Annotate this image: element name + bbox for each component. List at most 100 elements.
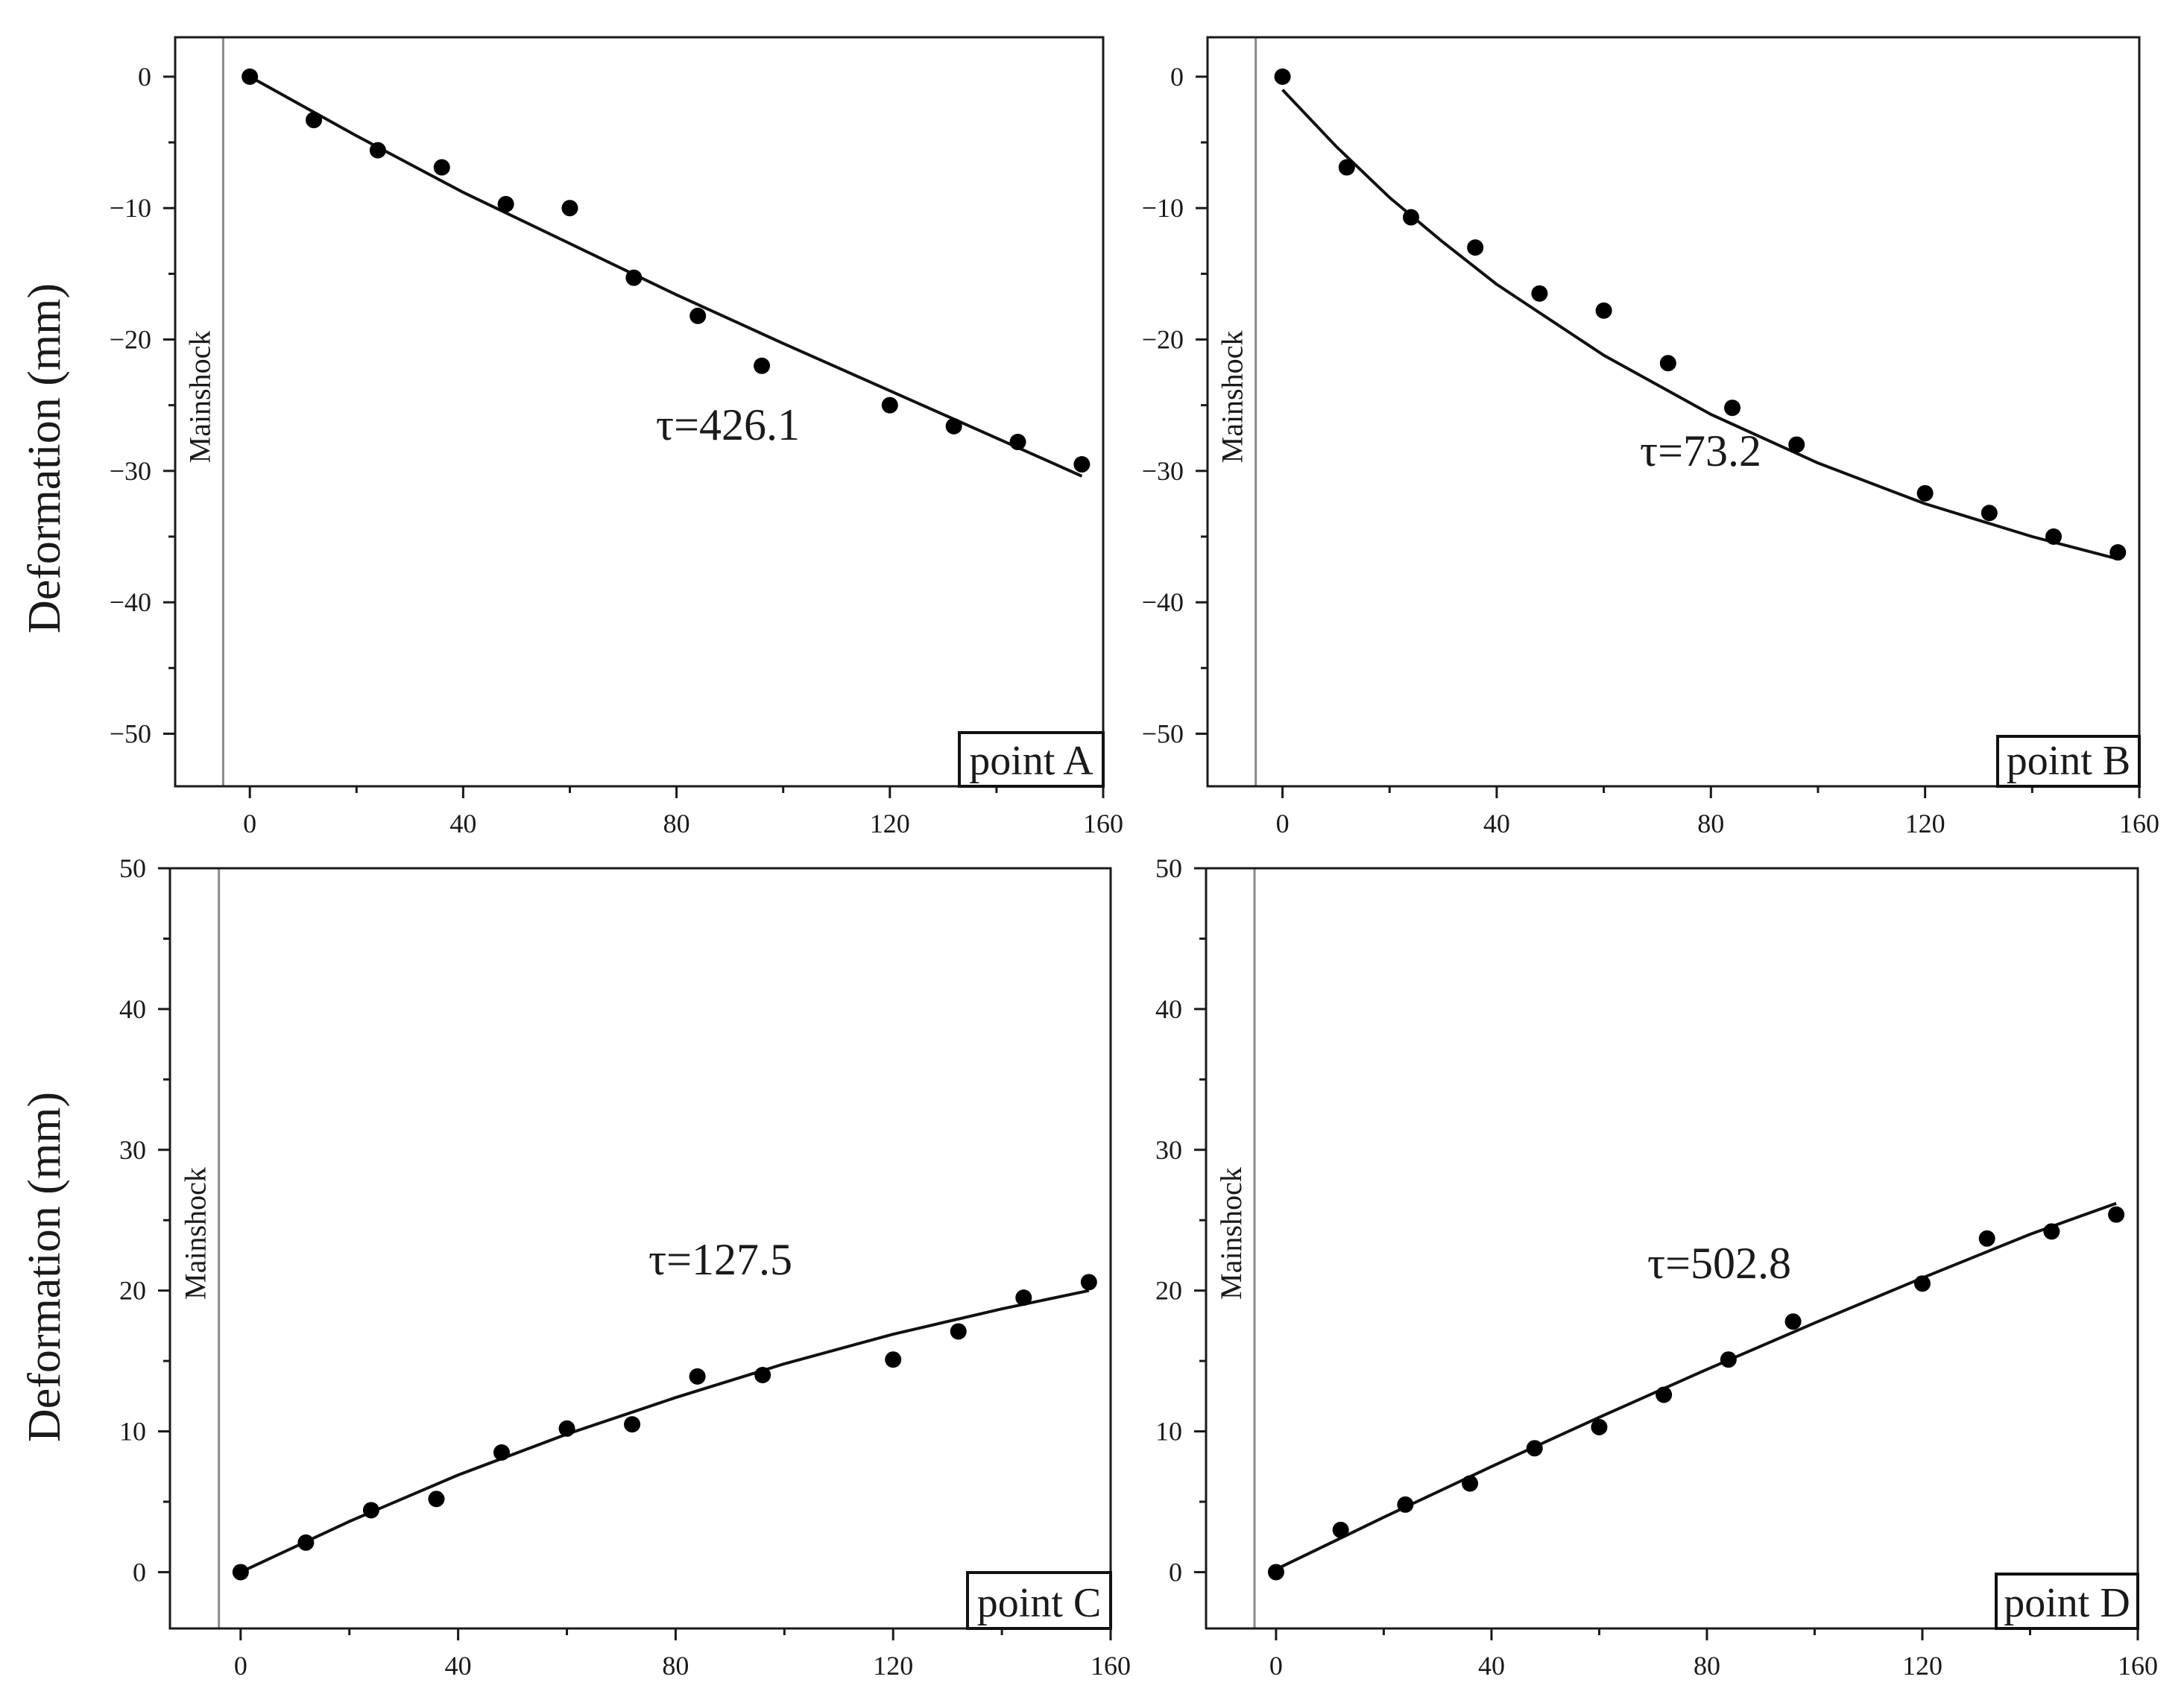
y-tick-label: −50 <box>110 718 151 748</box>
y-tick-label: 30 <box>119 1135 146 1165</box>
y-tick-label: 10 <box>1155 1417 1182 1447</box>
y-tick-label: −10 <box>1142 193 1184 223</box>
data-point <box>1531 285 1548 302</box>
y-tick-label: 0 <box>138 62 151 92</box>
x-tick-label: 40 <box>1478 1651 1505 1681</box>
y-tick-label: −30 <box>110 456 151 486</box>
data-point <box>1978 1230 1995 1247</box>
data-point <box>1462 1475 1479 1492</box>
y-tick-label: 0 <box>133 1557 146 1587</box>
y-tick-label: −10 <box>110 193 151 223</box>
data-point <box>1595 302 1612 319</box>
y-tick-label: 40 <box>119 994 146 1024</box>
data-point <box>1073 456 1091 473</box>
mainshock-label: Mainshock <box>179 1167 212 1300</box>
y-tick-label: 50 <box>119 853 146 883</box>
y-tick-label: −30 <box>1142 456 1184 486</box>
panel-label: point D <box>2004 1580 2130 1626</box>
fit-curve <box>1281 89 2118 560</box>
fit-curve <box>239 1289 1090 1574</box>
data-point <box>1267 1564 1284 1581</box>
data-point <box>1591 1418 1608 1435</box>
data-point <box>362 1502 379 1519</box>
data-point <box>1467 239 1484 256</box>
y-tick-label: 20 <box>119 1276 146 1306</box>
data-point <box>1332 1521 1349 1538</box>
data-point <box>2109 544 2127 561</box>
panel-label-box <box>1996 735 2141 788</box>
data-point <box>881 396 898 414</box>
x-tick-label: 40 <box>445 1651 472 1681</box>
y-tick-label: −20 <box>1142 325 1184 355</box>
data-point <box>1015 1289 1032 1306</box>
panel-2: Mainshock 0 40 80 120 160 0 −10 −20 −30 −40 −50 τ=73… <box>1142 36 2159 838</box>
data-point <box>232 1564 249 1581</box>
data-point <box>885 1351 902 1368</box>
data-point <box>306 112 323 129</box>
x-tick-label: 0 <box>234 1651 247 1681</box>
y-tick-label: 40 <box>1155 994 1182 1024</box>
data-point <box>689 1368 706 1385</box>
tau-label: τ=127.5 <box>648 1235 792 1284</box>
data-point <box>1913 1275 1931 1292</box>
data-point <box>1981 505 1998 522</box>
data-point <box>558 1420 575 1437</box>
data-point <box>428 1491 445 1508</box>
data-point <box>369 142 386 159</box>
data-point <box>1788 436 1805 453</box>
mainshock-label: Mainshock <box>183 331 216 464</box>
y-tick-label: 30 <box>1155 1135 1182 1165</box>
y-tick-label: 50 <box>1155 853 1182 883</box>
plot-frame <box>1205 867 2139 1630</box>
panel-label: point A <box>969 738 1093 784</box>
mainshock-label: Mainshock <box>1214 1167 1248 1300</box>
x-tick-label: 120 <box>1905 809 1945 838</box>
data-point <box>950 1323 967 1340</box>
y-tick-label: −20 <box>110 325 151 355</box>
panel-3: Mainshock 0 40 80 120 160 0 10 20 30 40 50 τ=127.5 po… <box>119 853 1131 1681</box>
fit-curve <box>1275 1201 2117 1571</box>
data-point <box>2045 528 2063 545</box>
x-tick-label: 160 <box>2119 809 2159 838</box>
x-tick-label: 80 <box>663 809 690 838</box>
plot-frame <box>168 867 1112 1630</box>
data-point <box>493 1444 510 1461</box>
y-axis-label-bottom: Deformation (mm) <box>19 1092 70 1442</box>
data-point <box>242 68 259 85</box>
panel-label-box <box>958 731 1105 788</box>
y-tick-label: 20 <box>1155 1276 1182 1306</box>
data-point <box>1274 68 1291 85</box>
y-tick-label: 0 <box>1169 1557 1182 1587</box>
panel-label: point C <box>977 1580 1101 1626</box>
panel-1: Mainshock 0 40 80 120 160 0 −10 −20 −30 −40 −50 τ=42… <box>110 36 1123 838</box>
x-tick-label: 40 <box>1483 809 1510 838</box>
data-point <box>754 357 771 374</box>
mainshock-label: Mainshock <box>1216 331 1249 464</box>
y-tick-label: −40 <box>110 587 151 617</box>
panel-label-box <box>966 1571 1112 1630</box>
y-tick-label: 0 <box>1170 62 1184 92</box>
x-tick-label: 120 <box>873 1651 913 1681</box>
x-tick-label: 160 <box>1083 809 1123 838</box>
x-tick-label: 160 <box>2118 1651 2158 1681</box>
data-point <box>689 307 707 324</box>
data-point <box>625 269 643 286</box>
x-tick-label: 0 <box>1276 809 1290 838</box>
panel-label: point B <box>2007 738 2130 784</box>
x-tick-label: 160 <box>1091 1651 1131 1681</box>
x-tick-label: 120 <box>1902 1651 1942 1681</box>
plot-frame <box>174 36 1105 788</box>
panel-4: Mainshock 0 40 80 120 160 0 10 20 30 40 50 τ=502.8 po… <box>1155 853 2158 1681</box>
panel-label-box <box>1995 1573 2139 1630</box>
data-point <box>1526 1440 1543 1457</box>
data-point <box>2108 1206 2125 1223</box>
data-point <box>1724 399 1741 417</box>
data-point <box>1338 159 1355 176</box>
data-point <box>945 417 962 435</box>
data-point <box>624 1416 641 1433</box>
data-point <box>1659 355 1676 372</box>
data-point <box>297 1534 315 1551</box>
data-point <box>1397 1496 1414 1513</box>
x-tick-label: 0 <box>1269 1651 1283 1681</box>
